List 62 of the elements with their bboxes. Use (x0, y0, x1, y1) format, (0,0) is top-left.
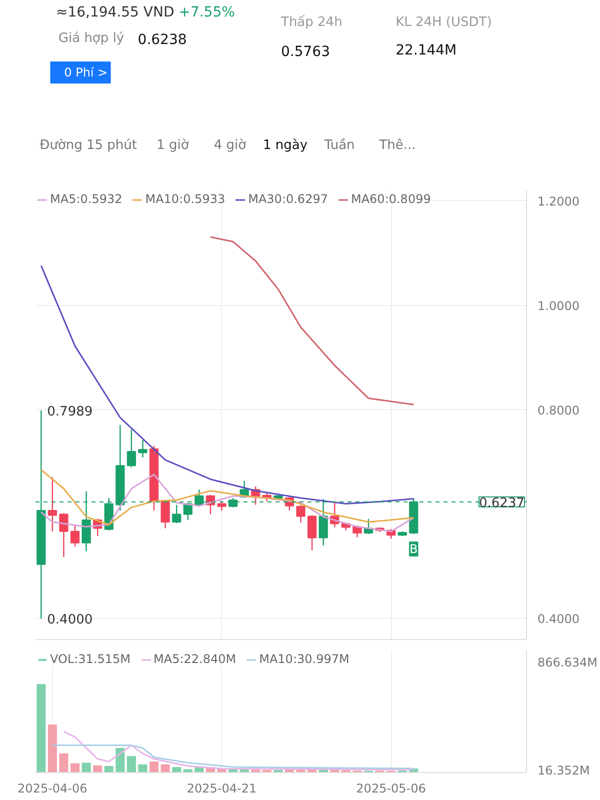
x-tick-label: 2025-04-06 (18, 782, 88, 796)
text: ≈16,194.55 VND (56, 4, 174, 20)
text: Thấp 24h (280, 15, 342, 30)
text: 22.144M (396, 42, 457, 58)
text: 4 giờ (214, 138, 246, 153)
bar (36, 684, 46, 772)
line-series (210, 236, 414, 406)
candlestick (48, 476, 57, 532)
candlestick (138, 439, 148, 458)
candlestick (59, 512, 68, 558)
y-tick-label: 866.634M (538, 655, 598, 670)
bar (48, 724, 57, 772)
bar (59, 753, 68, 772)
bar (172, 767, 182, 772)
text: Thê... (378, 138, 416, 153)
bar (104, 766, 114, 772)
legend-label: MA5:22.840M (154, 652, 236, 666)
annotation: B (410, 542, 418, 556)
annotation: 0.7989 (47, 404, 93, 420)
line-series (62, 730, 414, 770)
y-tick-label: 0.8000 (538, 403, 580, 418)
legend-label: MA10:30.997M (259, 652, 350, 666)
candlestick (70, 524, 80, 548)
text: Giá hợp lý (58, 31, 124, 46)
candlestick (172, 504, 182, 524)
y-tick-label: 1.2000 (538, 194, 580, 208)
legend-label: VOL:31.515M (50, 652, 131, 666)
legend-label: MA10:0.5933 (145, 192, 226, 206)
y-tick-label: 0.4000 (538, 612, 580, 626)
candlestick (160, 500, 170, 529)
text: 1 ngày (262, 138, 308, 153)
text: 0.6238 (138, 32, 187, 48)
text: +7.55% (178, 4, 235, 20)
x-tick-label: 2025-05-06 (356, 782, 426, 796)
bar (93, 765, 102, 772)
bar (126, 756, 136, 772)
text: Đường 15 phút (40, 138, 137, 153)
text: 0 Phí > (64, 66, 108, 80)
text: KL 24H (USDT) (396, 15, 492, 30)
text: Tuần (323, 137, 355, 153)
candlestick (126, 429, 136, 468)
bar (183, 769, 192, 772)
y-tick-label: 16.352M (538, 763, 590, 778)
bar (116, 748, 125, 772)
candlestick (217, 500, 226, 512)
y-tick-label: 1.0000 (538, 298, 580, 313)
bar (138, 764, 148, 772)
candlestick (307, 514, 317, 551)
bar (82, 762, 91, 772)
line-series (52, 744, 414, 770)
text: 0.5763 (281, 44, 330, 60)
legend-label: MA5:0.5932 (50, 192, 122, 206)
text: 1 giờ (156, 138, 189, 153)
bar (150, 762, 159, 772)
bar (70, 763, 80, 772)
legend-label: MA60:0.8099 (350, 192, 431, 206)
line-series (40, 264, 414, 505)
bar (160, 764, 170, 772)
legend-label: MA30:0.6297 (248, 192, 328, 206)
annotation: 0.4000 (47, 612, 93, 628)
x-tick-label: 2025-04-21 (186, 782, 257, 796)
candlestick (296, 504, 306, 524)
